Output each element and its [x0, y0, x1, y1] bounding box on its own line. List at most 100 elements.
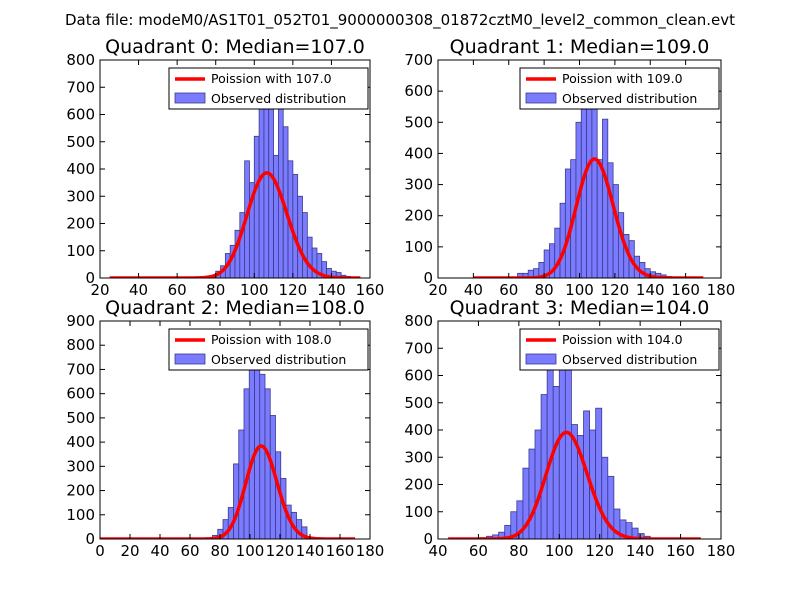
y-tick-label: 900 [66, 312, 95, 330]
plot-area [108, 86, 362, 278]
histogram-bar [264, 388, 271, 539]
y-tick-label: 400 [404, 421, 433, 439]
legend-bar-swatch [174, 353, 206, 365]
y-tick-label: 700 [66, 78, 95, 96]
legend: Poission with 109.0 Observed distribution [519, 67, 720, 110]
x-tick-label: 120 [601, 281, 630, 299]
y-tick-label: 300 [66, 457, 95, 475]
histogram-bar [292, 174, 299, 278]
histogram-bar [607, 162, 614, 278]
x-tick-label: 120 [266, 542, 295, 560]
x-tick-label: 40 [428, 542, 447, 560]
y-tick-label: 300 [404, 176, 433, 194]
histogram-bar [558, 345, 566, 539]
x-tick-label: 160 [356, 281, 385, 299]
histogram-bar [596, 159, 603, 278]
histogram-bar [306, 236, 313, 278]
histogram-bar [528, 448, 536, 539]
histogram-bar [564, 168, 572, 278]
histogram-bar [591, 90, 598, 278]
x-tick-label: 100 [240, 281, 269, 299]
legend-bar-swatch [525, 353, 557, 365]
y-tick-label: 100 [404, 503, 433, 521]
x-tick-label: 40 [150, 542, 169, 560]
legend-line-label: Poission with 104.0 [562, 332, 683, 347]
x-tick-label: 20 [120, 542, 139, 560]
histogram-bar [595, 407, 603, 539]
subplot-title: Quadrant 0: Median=107.0 [105, 36, 365, 58]
x-tick-label: 180 [356, 542, 385, 560]
y-tick-label: 0 [423, 530, 433, 548]
x-tick-label: 80 [509, 542, 528, 560]
x-tick-label: 120 [279, 281, 308, 299]
y-tick-label: 600 [66, 106, 95, 124]
y-tick-label: 500 [404, 113, 433, 131]
y-tick-label: 700 [404, 339, 433, 357]
legend-line-label: Poission with 107.0 [211, 71, 332, 86]
y-tick-label: 800 [66, 51, 95, 69]
x-tick-label: 160 [326, 542, 355, 560]
plot-area [472, 72, 705, 278]
y-tick-label: 200 [404, 207, 433, 225]
x-tick-label: 100 [565, 281, 594, 299]
x-tick-label: 60 [168, 281, 187, 299]
y-tick-label: 400 [66, 160, 95, 178]
x-tick-label: 60 [499, 281, 518, 299]
subplot-quadrant-2: Quadrant 2: Median=108.00 20 40 60 80 100 120 1… [66, 297, 384, 560]
histogram-bar [268, 86, 274, 278]
x-tick-label: 120 [585, 542, 614, 560]
histogram-bar [602, 118, 609, 278]
histogram-bar [607, 475, 615, 539]
y-tick-label: 300 [404, 448, 433, 466]
x-tick-label: 40 [129, 281, 148, 299]
histogram-bar [601, 456, 609, 539]
axes-frame [99, 320, 371, 540]
histogram-bar [253, 135, 260, 278]
y-tick-label: 100 [66, 242, 95, 260]
legend: Poission with 108.0 Observed distribution [168, 328, 369, 371]
y-tick-label: 400 [66, 433, 95, 451]
y-tick-label: 0 [85, 530, 95, 548]
subplot-quadrant-1: Quadrant 1: Median=109.0 20 40 60 80 100 120 14… [404, 36, 735, 299]
x-tick-label: 60 [469, 542, 488, 560]
subplot-quadrant-0: Quadrant 0: Median=107.0 20 40 60 80 100 120 14… [66, 36, 384, 299]
x-tick-label: 180 [707, 542, 736, 560]
x-tick-label: 20 [428, 281, 447, 299]
y-tick-label: 800 [66, 336, 95, 354]
legend: Poission with 107.0 Observed distribution [168, 67, 369, 110]
y-tick-label: 600 [404, 367, 433, 385]
legend-bar-label: Observed distribution [562, 352, 697, 367]
poisson-curve [100, 444, 356, 539]
legend-bar-swatch [174, 92, 206, 104]
y-tick-label: 800 [404, 312, 433, 330]
legend: Poission with 104.0 Observed distribution [519, 328, 720, 371]
y-tick-label: 700 [404, 51, 433, 69]
legend-bar-label: Observed distribution [211, 352, 346, 367]
histogram-bar [297, 195, 303, 278]
histogram-bar [263, 86, 270, 278]
x-tick-label: 20 [90, 281, 109, 299]
x-tick-label: 160 [671, 281, 700, 299]
figure-suptitle: Data file: modeM0/AS1T01_052T01_90000003… [65, 11, 735, 30]
x-tick-label: 100 [545, 542, 574, 560]
legend-line-label: Poission with 109.0 [562, 71, 683, 86]
histogram-bar [534, 429, 542, 539]
y-tick-label: 600 [404, 82, 433, 100]
y-tick-label: 100 [404, 238, 433, 256]
legend-line-label: Poission with 108.0 [211, 332, 332, 347]
x-tick-label: 100 [236, 542, 265, 560]
y-tick-label: 400 [404, 144, 433, 162]
histogram-bar [273, 154, 279, 278]
poisson-curve [108, 171, 362, 278]
legend-bar-label: Observed distribution [211, 91, 346, 106]
x-tick-label: 40 [464, 281, 483, 299]
x-tick-label: 80 [206, 281, 225, 299]
histogram-bar [258, 97, 265, 278]
histogram-bar [259, 373, 266, 539]
subplot-title: Quadrant 3: Median=104.0 [450, 297, 710, 319]
histogram-bar [238, 429, 245, 539]
y-tick-label: 200 [66, 215, 95, 233]
y-tick-label: 700 [66, 360, 95, 378]
histogram-bar [243, 388, 250, 539]
